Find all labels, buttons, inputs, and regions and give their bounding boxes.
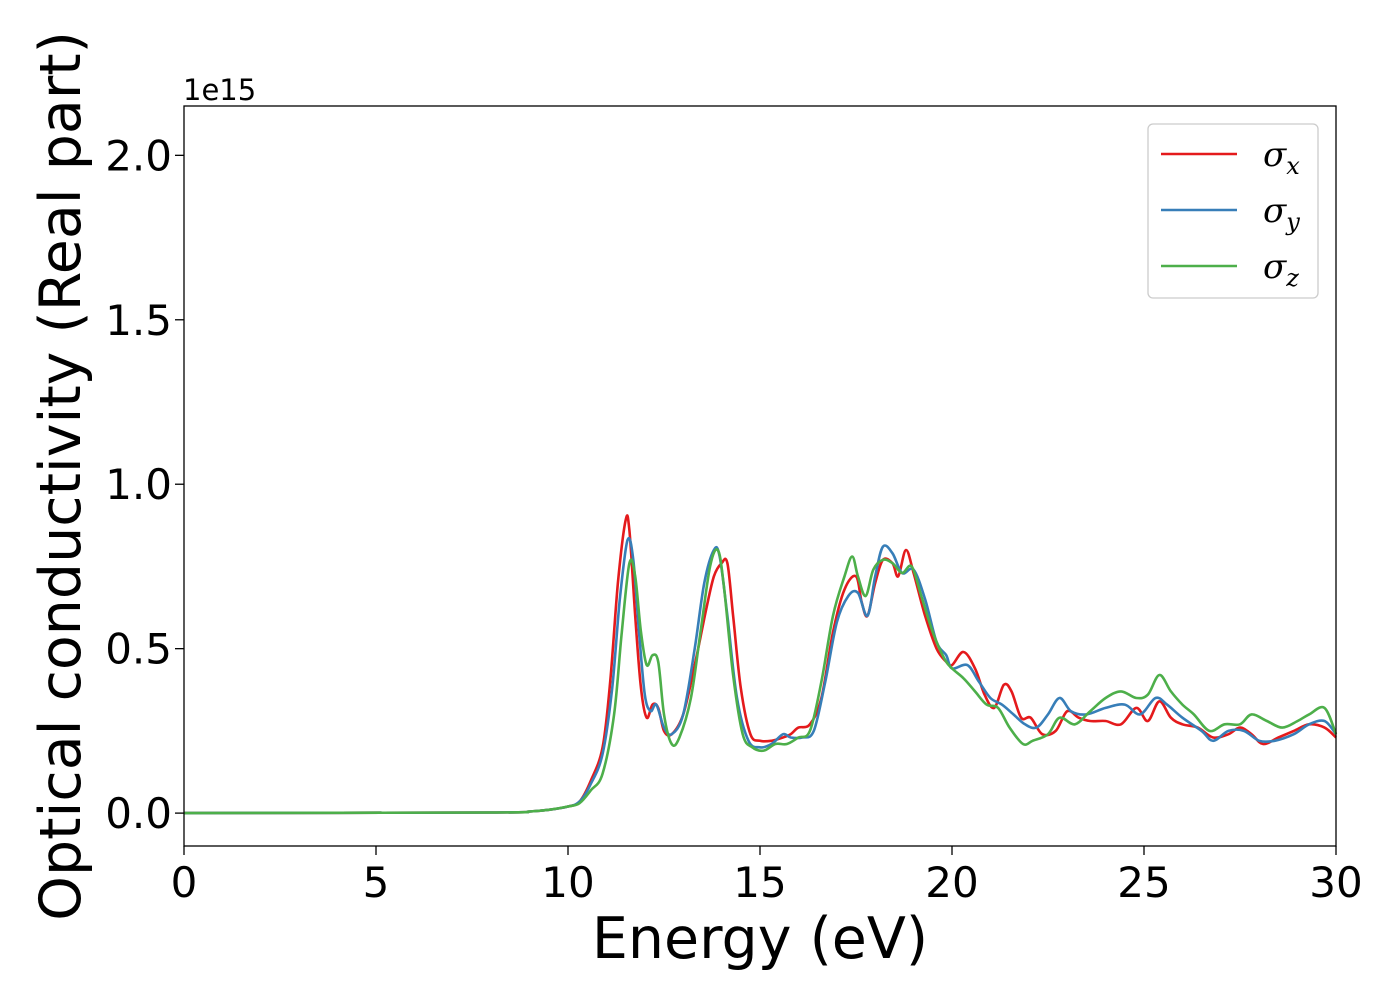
legend-symbol: σ [1263, 135, 1287, 175]
legend-label-y: σy [1263, 191, 1300, 236]
y-offset-label: 1e15 [183, 73, 256, 107]
x-tick-label: 25 [1117, 858, 1170, 907]
x-tick-label: 10 [541, 858, 594, 907]
y-tick-label: 2.0 [105, 131, 172, 180]
legend-label-z: σz [1263, 247, 1299, 292]
x-tick-label: 5 [363, 858, 390, 907]
x-tick-label: 20 [925, 858, 978, 907]
legend-label-x: σx [1263, 135, 1300, 180]
legend-symbol: σ [1263, 191, 1287, 231]
x-tick-label: 0 [171, 858, 198, 907]
y-axis-ticks: 0.0 0.5 1.0 1.5 2.0 [105, 131, 184, 838]
y-tick-label: 1.0 [105, 460, 172, 509]
x-tick-label: 15 [733, 858, 786, 907]
series-layer [183, 514, 1338, 815]
y-axis-label: Optical conductivity (Real part) [28, 31, 94, 921]
plot-background [184, 106, 1336, 846]
series-line-z [183, 548, 1338, 815]
legend-symbol: σ [1263, 247, 1287, 287]
legend-subscript: y [1285, 208, 1300, 236]
y-tick-label: 1.5 [105, 296, 172, 345]
legend-subscript: x [1286, 152, 1300, 180]
x-axis-label: Energy (eV) [592, 906, 928, 972]
x-axis-ticks: 0 5 10 15 20 25 30 [171, 846, 1363, 907]
y-tick-label: 0.5 [105, 625, 172, 674]
legend-subscript: z [1285, 264, 1299, 292]
x-tick-label: 30 [1309, 858, 1362, 907]
y-tick-label: 0.0 [105, 789, 172, 838]
series-line-y [183, 536, 1338, 815]
